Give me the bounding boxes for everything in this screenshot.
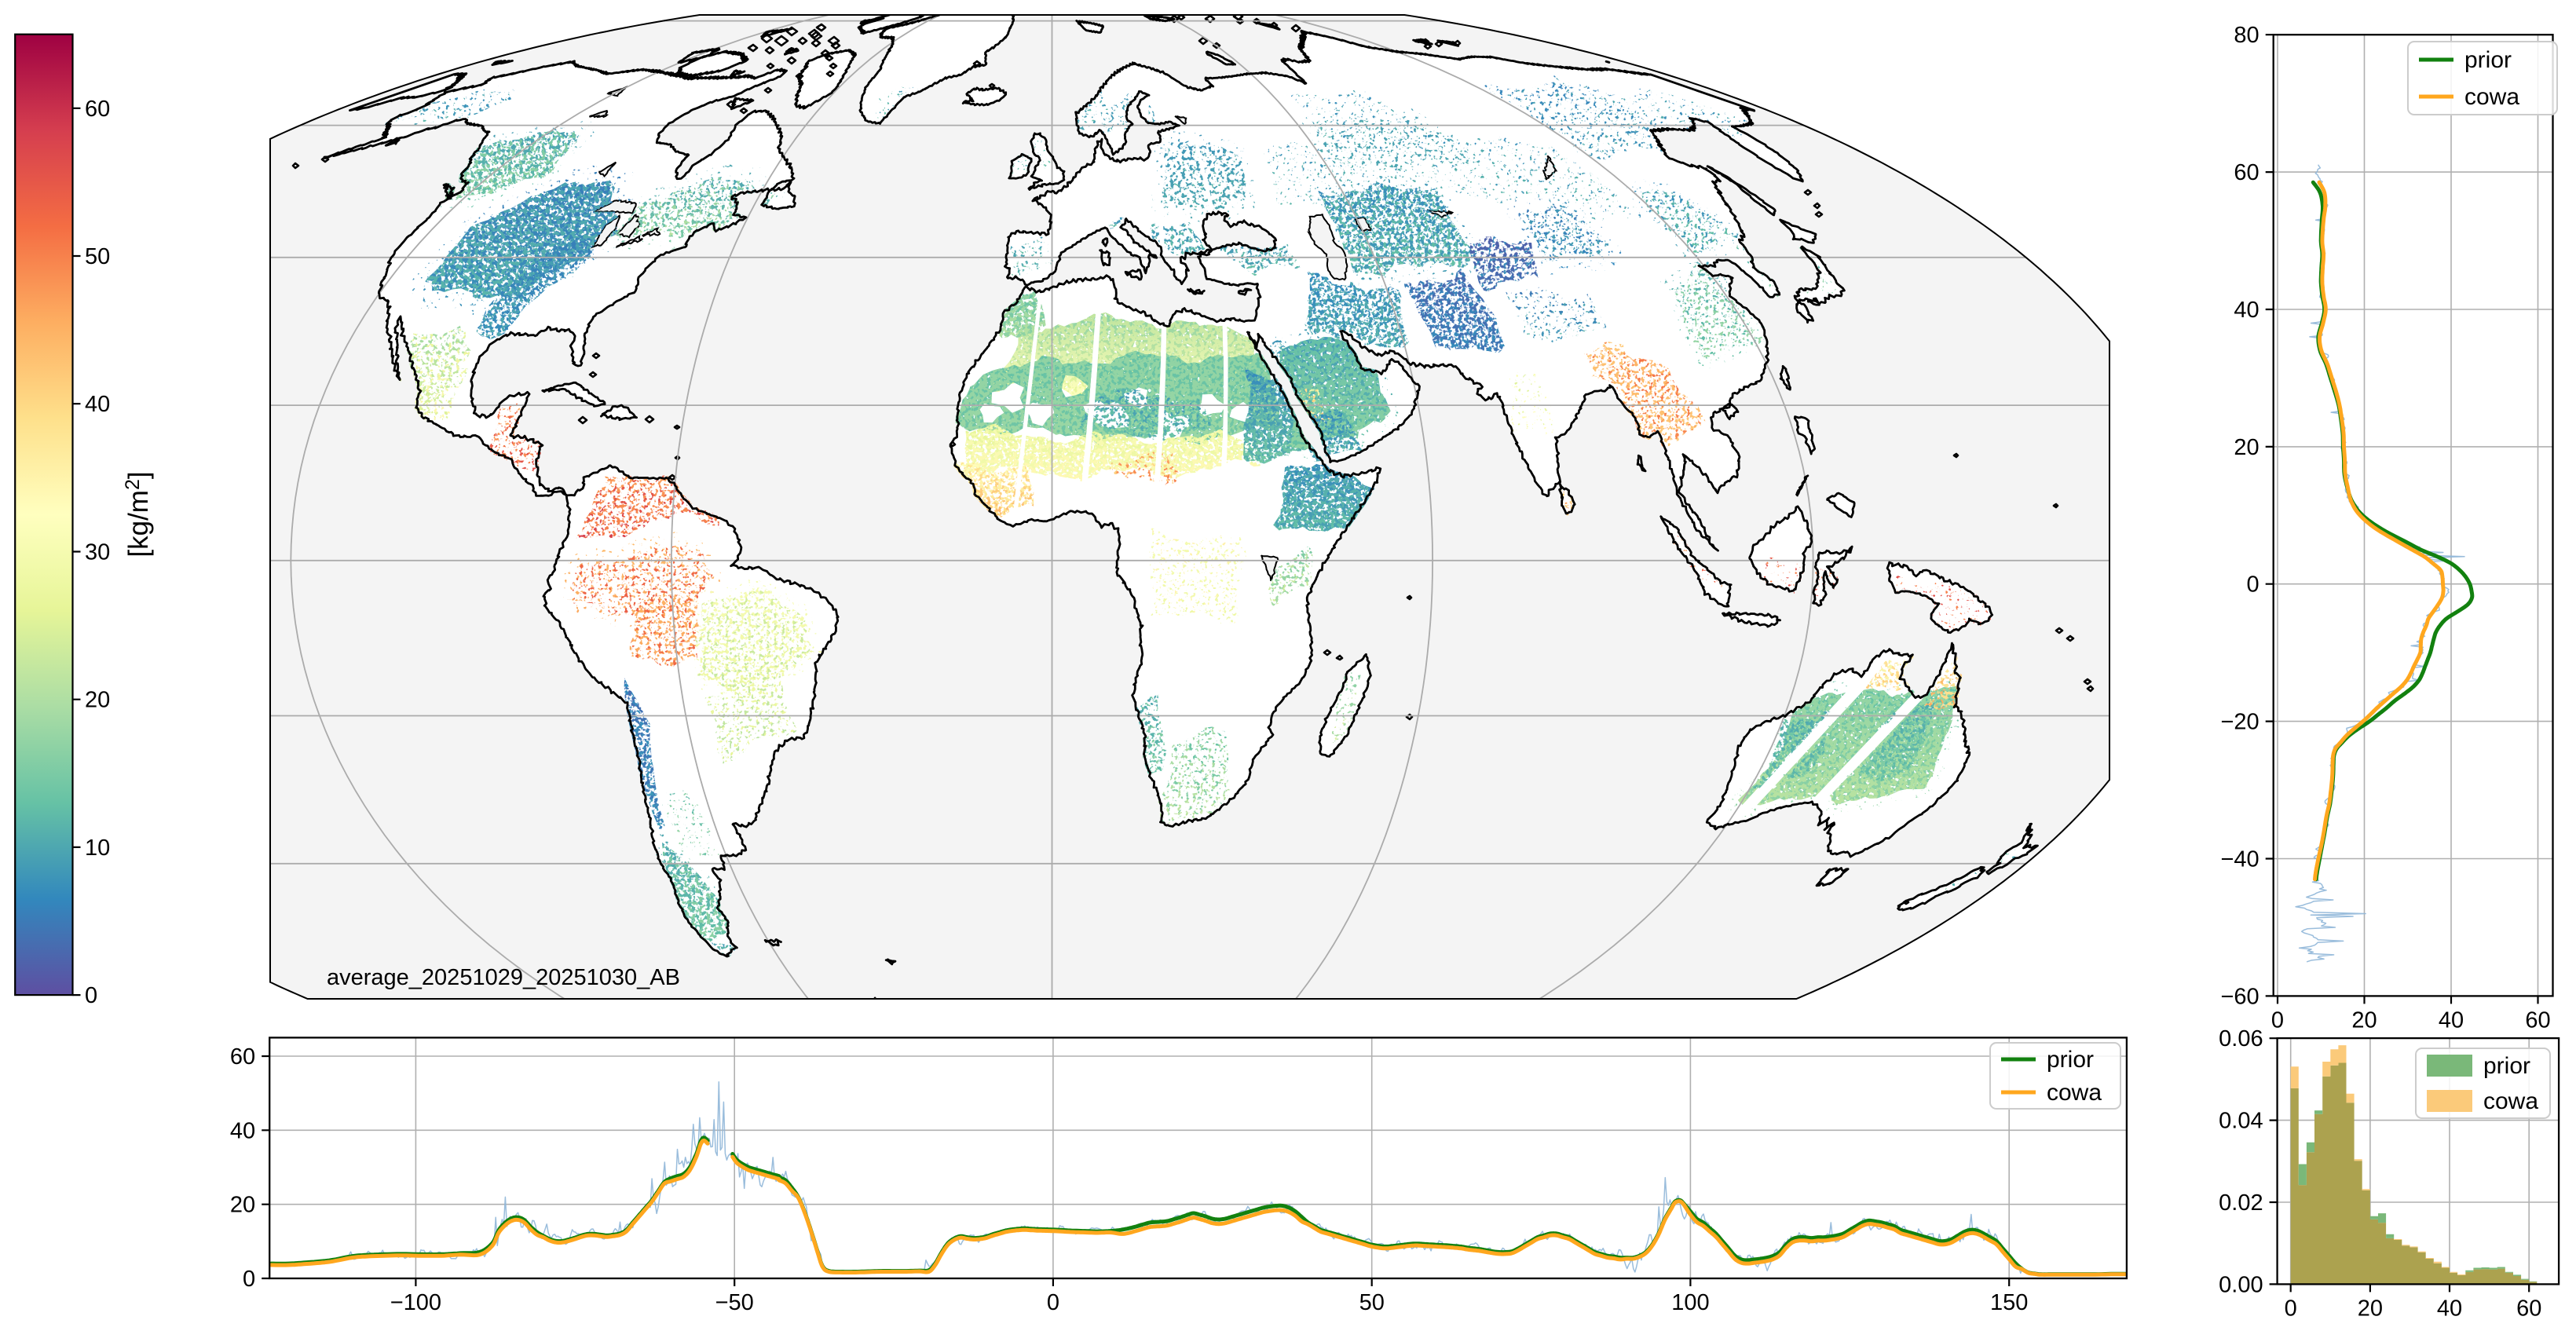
svg-text:20: 20 bbox=[2358, 1296, 2383, 1321]
svg-text:0: 0 bbox=[1047, 1290, 1059, 1315]
svg-text:20: 20 bbox=[85, 688, 110, 713]
svg-text:prior: prior bbox=[2483, 1053, 2530, 1079]
svg-text:−50: −50 bbox=[715, 1290, 754, 1315]
svg-text:40: 40 bbox=[85, 392, 110, 417]
svg-text:40: 40 bbox=[2234, 298, 2259, 323]
svg-text:100: 100 bbox=[1671, 1290, 1709, 1315]
svg-text:10: 10 bbox=[85, 836, 110, 861]
svg-text:−100: −100 bbox=[390, 1290, 441, 1315]
svg-text:0: 0 bbox=[2285, 1296, 2297, 1321]
svg-text:40: 40 bbox=[230, 1118, 255, 1143]
svg-text:−40: −40 bbox=[2220, 847, 2259, 872]
svg-text:50: 50 bbox=[1359, 1290, 1385, 1315]
svg-text:60: 60 bbox=[230, 1044, 255, 1070]
svg-text:0: 0 bbox=[2271, 1007, 2284, 1033]
svg-text:20: 20 bbox=[2234, 435, 2259, 460]
svg-text:−20: −20 bbox=[2220, 710, 2259, 735]
svg-text:0.04: 0.04 bbox=[2219, 1109, 2263, 1134]
svg-text:prior: prior bbox=[2047, 1047, 2094, 1073]
svg-text:0.06: 0.06 bbox=[2219, 1026, 2263, 1051]
svg-text:−60: −60 bbox=[2220, 984, 2259, 1009]
svg-text:60: 60 bbox=[2234, 160, 2259, 185]
svg-text:prior: prior bbox=[2464, 47, 2512, 73]
svg-text:60: 60 bbox=[85, 97, 110, 122]
svg-text:80: 80 bbox=[2234, 23, 2259, 48]
svg-text:average_20251029_20251030_AB: average_20251029_20251030_AB bbox=[327, 965, 680, 990]
svg-text:cowa: cowa bbox=[2483, 1088, 2538, 1114]
svg-text:50: 50 bbox=[85, 244, 110, 269]
svg-text:cowa: cowa bbox=[2464, 84, 2519, 110]
svg-text:0.00: 0.00 bbox=[2219, 1272, 2263, 1297]
svg-text:20: 20 bbox=[230, 1193, 255, 1218]
svg-text:0: 0 bbox=[243, 1267, 255, 1292]
svg-text:150: 150 bbox=[1990, 1290, 2028, 1315]
svg-text:0.02: 0.02 bbox=[2219, 1190, 2263, 1216]
svg-text:40: 40 bbox=[2439, 1007, 2464, 1033]
svg-text:0: 0 bbox=[85, 983, 97, 1008]
svg-text:20: 20 bbox=[2351, 1007, 2377, 1033]
svg-text:cowa: cowa bbox=[2047, 1080, 2102, 1106]
svg-text:0: 0 bbox=[2247, 572, 2259, 598]
svg-text:30: 30 bbox=[85, 540, 110, 565]
svg-text:60: 60 bbox=[2525, 1007, 2550, 1033]
svg-text:60: 60 bbox=[2516, 1296, 2541, 1321]
svg-text:40: 40 bbox=[2437, 1296, 2462, 1321]
